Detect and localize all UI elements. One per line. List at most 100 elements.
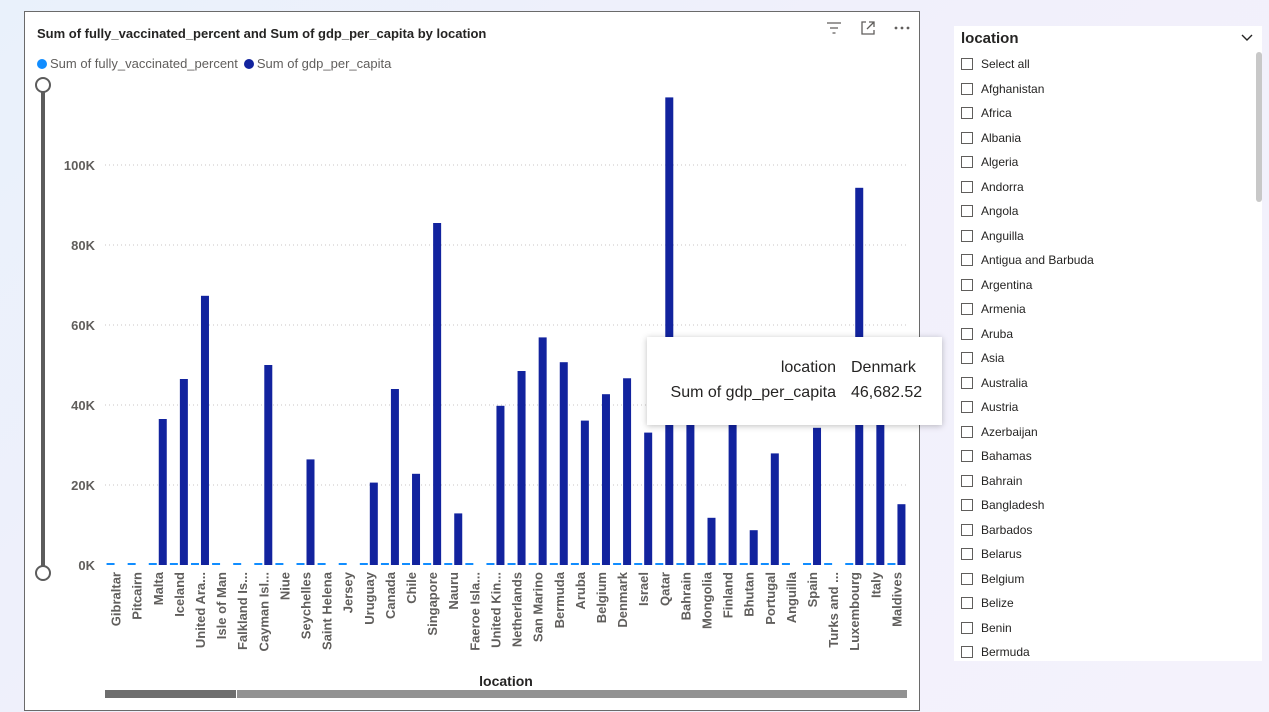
slicer-item[interactable]: Algeria: [961, 150, 1251, 175]
bar-gdp: [623, 378, 632, 565]
slicer-item-label: Angola: [981, 204, 1019, 219]
zoom-slider-track[interactable]: [41, 85, 45, 575]
slicer-item[interactable]: Asia: [961, 346, 1251, 371]
bar-gdp: [433, 223, 442, 565]
slicer-item-label: Bermuda: [981, 645, 1030, 660]
slicer-item[interactable]: Australia: [961, 371, 1251, 396]
legend-item-gdp[interactable]: Sum of gdp_per_capita: [243, 56, 391, 71]
checkbox[interactable]: [961, 572, 973, 585]
x-tick-label: Maldives: [889, 572, 904, 627]
slicer-item[interactable]: Albania: [961, 126, 1251, 151]
slicer-item-label: Benin: [981, 620, 1012, 635]
checkbox[interactable]: [961, 548, 973, 561]
slicer-list: Select all Afghanistan Africa Albania Algeri…: [961, 52, 1251, 661]
checkbox[interactable]: [961, 278, 973, 291]
bar-vaccinated: [781, 563, 790, 565]
slicer-item[interactable]: Austria: [961, 395, 1251, 420]
slicer-item[interactable]: Andorra: [961, 175, 1251, 200]
slicer-item[interactable]: Angola: [961, 199, 1251, 224]
slicer-scrollbar[interactable]: [1256, 52, 1262, 202]
checkbox[interactable]: [961, 376, 973, 389]
checkbox[interactable]: [961, 401, 973, 414]
legend-item-vaccinated[interactable]: Sum of fully_vaccinated_percent: [37, 56, 238, 71]
checkbox[interactable]: [961, 474, 973, 487]
slicer-item-label: Barbados: [981, 522, 1033, 537]
checkbox[interactable]: [961, 82, 973, 95]
x-tick-label: Seychelles: [299, 572, 314, 639]
x-tick-label: United Ara...: [193, 572, 208, 648]
slicer-item[interactable]: Azerbaijan: [961, 420, 1251, 445]
slicer-item[interactable]: Armenia: [961, 297, 1251, 322]
slicer-item[interactable]: Bermuda: [961, 640, 1251, 661]
x-tick-label: Portugal: [763, 572, 778, 625]
slicer-item-label: Antigua and Barbuda: [981, 253, 1094, 268]
checkbox[interactable]: [961, 597, 973, 610]
checkbox[interactable]: [961, 621, 973, 634]
bar-vaccinated: [296, 563, 305, 565]
checkbox[interactable]: [961, 254, 973, 267]
filter-icon[interactable]: [823, 17, 845, 39]
zoom-slider-bottom-handle[interactable]: [35, 565, 51, 581]
bar-vaccinated: [760, 563, 769, 565]
x-tick-label: Chile: [404, 572, 419, 604]
slicer-item[interactable]: Africa: [961, 101, 1251, 126]
checkbox[interactable]: [961, 107, 973, 120]
slicer-item[interactable]: Afghanistan: [961, 77, 1251, 102]
x-tick-label: Israel: [636, 572, 651, 606]
tooltip-value: Denmark: [851, 359, 916, 376]
checkbox[interactable]: [961, 205, 973, 218]
slicer-item-label: Bahrain: [981, 473, 1023, 488]
slicer-item[interactable]: Anguilla: [961, 224, 1251, 249]
checkbox[interactable]: [961, 229, 973, 242]
slicer-item-label: Bangladesh: [981, 498, 1045, 513]
chart-legend: Sum of fully_vaccinated_percent Sum of g…: [37, 56, 391, 71]
slicer-item[interactable]: Benin: [961, 616, 1251, 641]
slicer-item[interactable]: Barbados: [961, 518, 1251, 543]
checkbox[interactable]: [961, 450, 973, 463]
slicer-item[interactable]: Antigua and Barbuda: [961, 248, 1251, 273]
checkbox[interactable]: [961, 523, 973, 536]
slicer-item[interactable]: Bahrain: [961, 469, 1251, 494]
x-tick-label: Anguilla: [784, 571, 799, 623]
checkbox[interactable]: [961, 303, 973, 316]
slicer-item[interactable]: Belarus: [961, 542, 1251, 567]
bar-gdp: [158, 419, 167, 565]
slicer-item-label: Azerbaijan: [981, 424, 1038, 439]
bar-vaccinated: [507, 563, 516, 565]
chevron-down-icon[interactable]: [1240, 30, 1254, 44]
checkbox[interactable]: [961, 58, 973, 71]
slicer-item[interactable]: Bangladesh: [961, 493, 1251, 518]
bar-gdp: [876, 424, 885, 565]
checkbox[interactable]: [961, 131, 973, 144]
slicer-item[interactable]: Belize: [961, 591, 1251, 616]
checkbox[interactable]: [961, 327, 973, 340]
bar-vaccinated: [697, 563, 706, 565]
checkbox[interactable]: [961, 156, 973, 169]
slicer-item[interactable]: Aruba: [961, 322, 1251, 347]
checkbox[interactable]: [961, 352, 973, 365]
y-tick-label: 100K: [64, 158, 96, 173]
bar-vaccinated: [486, 563, 495, 565]
focus-mode-icon[interactable]: [857, 17, 879, 39]
x-tick-label: Belgium: [594, 572, 609, 623]
bar-chart-visual: Sum of fully_vaccinated_percent and Sum …: [24, 11, 942, 711]
slicer-item[interactable]: Belgium: [961, 567, 1251, 592]
slicer-item-label: Armenia: [981, 302, 1026, 317]
slicer-title: location: [961, 30, 1019, 47]
slicer-item[interactable]: Bahamas: [961, 444, 1251, 469]
x-tick-label: San Marino: [531, 572, 546, 642]
zoom-slider-top-handle[interactable]: [35, 77, 51, 93]
slicer-select-all[interactable]: Select all: [961, 52, 1251, 77]
slicer-item[interactable]: Argentina: [961, 273, 1251, 298]
bar-gdp: [559, 362, 568, 565]
tooltip-key: location: [780, 359, 836, 376]
more-options-icon[interactable]: [891, 17, 913, 39]
checkbox[interactable]: [961, 646, 973, 659]
checkbox[interactable]: [961, 499, 973, 512]
slicer-item-label: Belize: [981, 596, 1014, 611]
x-scrollbar-track[interactable]: [237, 690, 907, 698]
checkbox[interactable]: [961, 425, 973, 438]
checkbox[interactable]: [961, 180, 973, 193]
x-scrollbar-thumb[interactable]: [105, 690, 236, 698]
x-tick-label: Niue: [277, 572, 292, 600]
